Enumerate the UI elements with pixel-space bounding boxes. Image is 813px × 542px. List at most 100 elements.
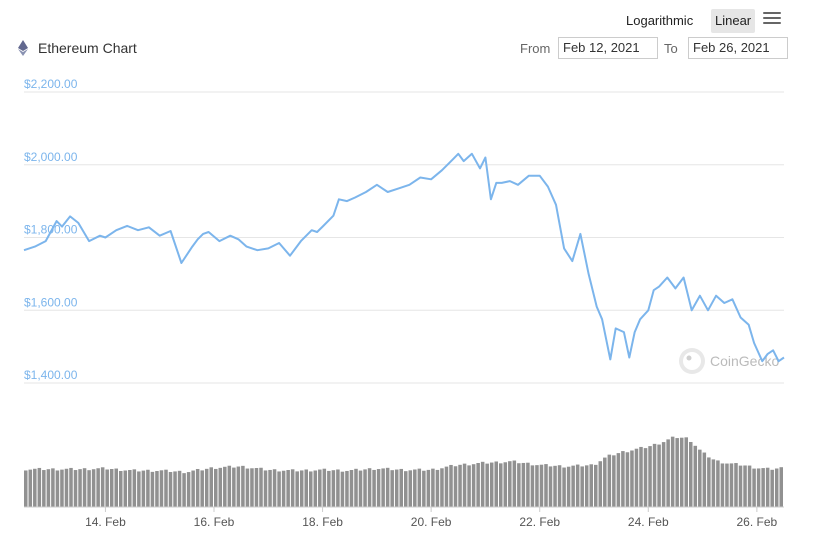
volume-bar (698, 449, 702, 507)
ethereum-icon (18, 40, 28, 56)
volume-bar (150, 471, 155, 507)
volume-bar (756, 468, 761, 507)
volume-bar (526, 462, 530, 507)
volume-bar (141, 470, 146, 507)
volume-bar (132, 469, 137, 507)
volume-bar (774, 468, 779, 507)
to-label: To (664, 41, 678, 56)
volume-bar (173, 471, 177, 507)
volume-bar (566, 466, 571, 507)
volume-bar (453, 466, 458, 507)
volume-bar (146, 469, 150, 507)
volume-bar (385, 467, 390, 507)
volume-bar (630, 450, 634, 507)
volume-bar (168, 472, 173, 507)
volume-bar (186, 472, 191, 507)
volume-bar (471, 464, 476, 507)
volume-bar (322, 468, 327, 507)
volume-bar (535, 465, 539, 507)
x-tick-label: 14. Feb (85, 515, 126, 529)
y-tick-label: $1,600.00 (24, 295, 78, 309)
logarithmic-button[interactable]: Logarithmic (626, 13, 694, 28)
x-tick-label: 20. Feb (411, 515, 452, 529)
volume-bar (209, 467, 213, 507)
volume-bar (399, 468, 403, 507)
volume-bar (137, 471, 141, 507)
y-tick-label: $1,800.00 (24, 223, 78, 237)
volume-bar (96, 468, 100, 507)
volume-bar (236, 466, 241, 507)
volume-bar (562, 467, 566, 507)
volume-bar (679, 437, 684, 507)
volume-bar (765, 467, 770, 507)
volume-bar (458, 464, 462, 507)
y-axis-labels: $1,400.00 $1,600.00 $1,800.00 $2,000.00 $2,2… (24, 77, 78, 382)
volume-bar (417, 468, 422, 507)
volume-bar (689, 441, 693, 507)
linear-button[interactable]: Linear (711, 9, 756, 33)
volume-bar (358, 470, 363, 507)
volume-bar (286, 470, 290, 507)
volume-bar (575, 464, 580, 507)
x-tick-label: 26. Feb (737, 515, 778, 529)
volume-bar (37, 467, 42, 507)
volume-bar (87, 470, 91, 507)
volume-bar (191, 470, 195, 507)
volume-bar (594, 464, 598, 507)
volume-bar (204, 468, 209, 507)
volume-bar (512, 460, 517, 507)
volume-bar (109, 469, 114, 507)
volume-bar (530, 465, 535, 507)
volume-bar (544, 464, 548, 507)
volume-bar (675, 438, 679, 507)
volume-bar (440, 468, 444, 507)
volume-bar (553, 465, 557, 507)
volume-bar (485, 463, 489, 507)
volume-bar (584, 465, 589, 507)
volume-bar (413, 469, 417, 507)
volume-bar (349, 470, 354, 507)
volume-bar (747, 465, 752, 507)
volume-bar (304, 469, 308, 507)
volume-bar (431, 468, 435, 507)
volume-bar (46, 469, 51, 507)
volume-bar (28, 469, 33, 507)
volume-bar (164, 469, 168, 507)
volume-bar (738, 465, 743, 507)
volume-bar (245, 468, 250, 507)
volume-bar (214, 468, 218, 507)
volume-bar (363, 469, 367, 508)
volume-bar (725, 463, 729, 507)
to-date-input[interactable] (688, 37, 788, 59)
volume-bar (281, 470, 286, 507)
volume-bar (336, 469, 340, 507)
volume-bar (761, 468, 765, 507)
volume-bar (114, 468, 118, 507)
volume-bar (557, 465, 562, 507)
volume-bar (327, 470, 331, 507)
volume-bar (720, 463, 725, 507)
volume-bar (331, 470, 336, 507)
chart-title: Ethereum Chart (38, 40, 137, 56)
volume-bar (603, 457, 607, 507)
volume-bar (33, 468, 37, 507)
from-date-input[interactable] (558, 37, 658, 59)
volume-bar (449, 464, 453, 507)
volume-bar (639, 446, 643, 507)
volume-bar (734, 463, 738, 507)
volume-bar (521, 462, 526, 507)
volume-bar (354, 468, 358, 507)
y-tick-label: $2,000.00 (24, 150, 78, 164)
volume-bar (729, 463, 734, 507)
volume-bar (123, 470, 128, 508)
volume-bar (489, 462, 494, 507)
volume-bar (272, 469, 277, 508)
volume-bar (494, 461, 498, 507)
volume-bar (227, 465, 232, 507)
hamburger-menu-icon[interactable] (763, 12, 781, 26)
volume-bar (69, 467, 73, 507)
volume-bar (408, 470, 413, 507)
volume-bar (693, 445, 698, 507)
volume-bar (426, 469, 431, 507)
